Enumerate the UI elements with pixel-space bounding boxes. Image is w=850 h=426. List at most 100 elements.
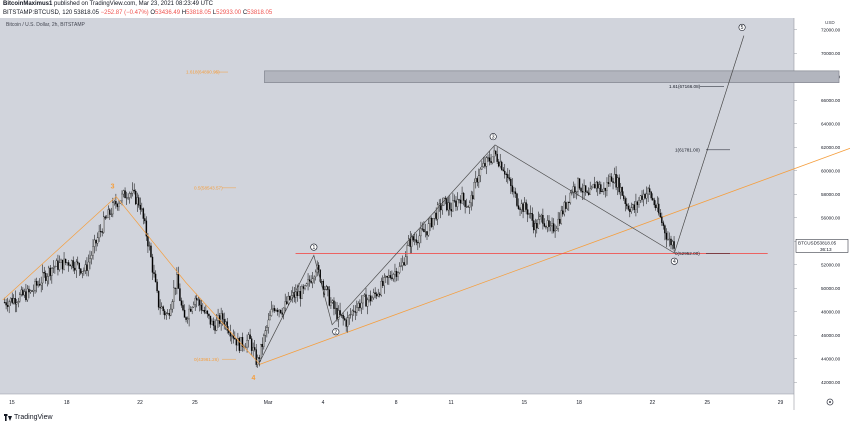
candle-body — [456, 199, 459, 207]
y-tick-label: 46000.00 — [821, 333, 841, 338]
y-tick-label: 50000.00 — [821, 286, 841, 291]
candle-body — [435, 212, 437, 220]
candle-body — [501, 161, 503, 170]
orange-wave-path[interactable] — [2, 196, 260, 364]
candle-body — [319, 269, 321, 282]
candle-body — [9, 297, 12, 302]
wave-count-marker[interactable]: 3 — [489, 133, 497, 140]
wave-count-label: 1 — [312, 245, 315, 251]
candle-body — [433, 212, 436, 219]
candle-body — [115, 201, 117, 205]
candle-body — [379, 293, 381, 296]
y-tick-label: 48000.00 — [821, 309, 841, 314]
candle-body — [493, 150, 495, 158]
candle-body — [558, 218, 561, 224]
candle-body — [55, 260, 58, 267]
publication-line: BitcoinMaximus1 published on TradingView… — [3, 1, 213, 7]
candle-body — [659, 212, 662, 218]
series-title: Bitcoin / U.S. Dollar, 2h, BITSTAMP — [6, 22, 85, 28]
candle-body — [156, 281, 158, 292]
candle-body — [182, 305, 184, 311]
candle-body — [29, 290, 32, 293]
candle-body — [206, 310, 209, 315]
candle-body — [60, 259, 62, 263]
candle-body — [583, 185, 585, 193]
author-name[interactable]: BitcoinMaximus1 — [3, 1, 53, 7]
candle-body — [562, 210, 564, 215]
candle-body — [150, 245, 152, 258]
resistance-zone[interactable] — [264, 70, 840, 83]
time-axis[interactable] — [0, 394, 794, 410]
candle-body — [389, 275, 392, 278]
candle-body — [551, 223, 553, 226]
candle-body — [141, 208, 143, 210]
candle-body — [3, 302, 6, 304]
candle-body — [74, 267, 76, 271]
fib-level-label: 0.5(58543.57) — [194, 185, 223, 190]
wave-count-marker[interactable]: 2 — [332, 328, 340, 336]
candle-body — [369, 295, 372, 302]
candle-body — [530, 213, 532, 215]
candle-body — [525, 202, 527, 210]
candle-body — [139, 204, 142, 210]
price-chart[interactable]: Bitcoin / U.S. Dollar, 2h, BITSTAMP 42000… — [0, 18, 850, 410]
candle-body — [632, 204, 634, 208]
candle-body — [386, 276, 389, 278]
x-tick-label: 25 — [192, 400, 198, 406]
candle-body — [610, 176, 613, 182]
candle-body — [371, 297, 373, 302]
wave-count-marker[interactable]: 5 — [738, 23, 746, 31]
last-price-countdown: 36:13 — [820, 247, 832, 252]
candle-body — [548, 220, 550, 227]
candle-body — [324, 289, 326, 290]
candle-body — [52, 267, 55, 269]
settings-gear-icon[interactable] — [826, 398, 834, 406]
symbol-name[interactable]: BITSTAMP:BTCUSD, 120 — [3, 10, 73, 16]
candle-body — [220, 313, 222, 324]
candlesticks[interactable] — [3, 146, 675, 368]
candle-body — [624, 198, 626, 205]
candle-body — [449, 202, 451, 210]
candle-body — [202, 310, 204, 311]
candle-body — [476, 178, 479, 183]
candle-body — [375, 293, 378, 297]
ascending-trendline[interactable] — [258, 120, 850, 366]
candle-body — [504, 170, 506, 175]
candle-body — [478, 175, 480, 183]
wave-count-path[interactable] — [258, 35, 745, 364]
candle-body — [189, 308, 192, 312]
candle-body — [318, 264, 320, 271]
footer-brand[interactable]: TradingView — [14, 414, 53, 421]
candle-body — [403, 262, 405, 266]
candle-body — [642, 193, 645, 200]
candle-body — [128, 193, 131, 198]
candle-body — [305, 283, 308, 286]
candle-body — [507, 174, 509, 178]
candle-body — [354, 311, 357, 313]
candle-body — [380, 281, 382, 296]
candle-body — [153, 272, 155, 275]
candle-body — [464, 200, 466, 207]
candle-body — [14, 298, 16, 305]
price-axis[interactable] — [794, 18, 850, 410]
candle-body — [247, 334, 250, 341]
candle-body — [284, 301, 286, 309]
candle-body — [11, 297, 13, 304]
candle-body — [173, 287, 175, 302]
candle-body — [342, 314, 344, 319]
candle-body — [186, 318, 189, 320]
candle-body — [584, 185, 587, 192]
candle-body — [325, 286, 328, 290]
candle-body — [450, 209, 453, 212]
y-tick-label: 72000.00 — [821, 27, 841, 32]
candle-body — [613, 174, 616, 183]
candle-body — [414, 239, 416, 241]
wave-count-marker[interactable]: 4 — [670, 257, 678, 265]
candle-body — [133, 189, 135, 192]
candle-body — [339, 310, 341, 316]
candle-body — [394, 271, 396, 275]
wave-count-marker[interactable]: 1 — [310, 243, 318, 251]
candle-body — [203, 310, 206, 313]
candle-body — [165, 313, 167, 316]
candle-body — [552, 223, 555, 232]
